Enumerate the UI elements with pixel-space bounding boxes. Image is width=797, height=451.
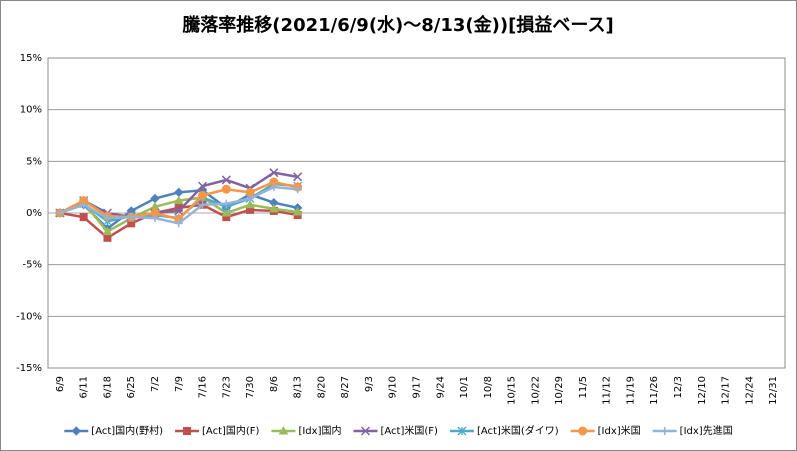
x-tick-label: 9/17 [412,376,423,398]
marker [221,175,231,185]
marker [245,199,255,209]
legend-marker [578,426,588,436]
marker [174,206,184,216]
marker [293,172,303,182]
x-tick-label: 6/25 [126,376,137,398]
marker [103,233,112,242]
marker [268,203,279,213]
x-tick-label: 12/3 [673,376,684,398]
x-tick-label: 7/9 [174,376,185,392]
legend-marker [360,426,371,436]
marker [222,199,231,208]
legend-item: [Idx]国内 [271,424,341,437]
legend-marker [660,427,669,435]
x-tick-label: 12/17 [721,376,732,405]
marker [269,183,278,192]
y-tick-label: -10% [16,311,42,322]
marker [198,200,207,209]
y-tick-label: 10% [20,105,42,116]
x-tick-label: 12/10 [697,376,708,405]
y-tick-label: 0% [26,208,42,219]
x-tick-label: 7/2 [150,376,161,392]
legend-label: [Idx]米国 [598,424,641,437]
chart-title: 騰落率推移(2021/6/9(水)～8/13(金))[損益ベース] [182,14,613,36]
x-tick-label: 11/12 [602,376,613,405]
marker [269,168,279,178]
plot-area [47,57,786,369]
x-tick-label: 8/20 [316,376,327,398]
legend-label: [Act]米国(F) [380,424,438,437]
legend-marker [278,425,289,435]
x-tick-label: 8/27 [340,376,351,398]
marker [173,195,184,205]
x-tick-label: 12/24 [744,376,755,405]
y-tick-label: 5% [26,156,42,167]
marker [127,213,136,222]
marker [221,207,232,217]
x-tick-label: 10/1 [459,376,470,398]
y-tick-label: -5% [23,260,42,271]
x-tick-label: 7/23 [221,376,232,398]
marker [198,190,208,200]
marker [150,214,159,223]
x-tick-label: 6/9 [55,376,66,392]
legend: [Act]国内(野村) [Act]国内(F) [Idx]国内 [Act]米国(F) [A… [64,424,733,437]
x-tick-label: 7/30 [245,376,256,398]
marker [103,214,112,223]
legend-label: [Idx]国内 [298,424,341,437]
marker [79,200,88,209]
legend-item: [Idx]米国 [570,424,641,437]
marker [292,206,303,216]
marker [102,226,113,236]
legend-label: [Idx]先進国 [680,425,733,437]
x-tick-label: 6/18 [102,376,113,398]
x-tick-label: 10/8 [483,376,494,398]
marker [79,213,88,222]
legend-label: [Act]国内(F) [202,424,260,437]
x-tick-label: 10/22 [530,376,541,405]
legend-item: [Act]国内(野村) [64,424,163,437]
marker [293,185,302,194]
legend-item: [Act]国内(F) [175,424,260,437]
y-tick-label: 15% [20,53,42,64]
x-tick-label: 10/15 [507,376,518,405]
x-tick-label: 7/16 [198,376,209,398]
y-tick-label: -15% [16,363,42,374]
marker [246,194,255,203]
x-tick-label: 10/29 [554,376,565,405]
x-tick-label: 11/5 [578,376,589,398]
marker [221,184,231,194]
marker [174,219,183,228]
x-tick-label: 12/31 [768,376,779,405]
x-tick-label: 9/10 [388,376,399,398]
x-tick-label: 8/6 [269,376,280,392]
x-tick-label: 6/11 [79,376,90,398]
legend-marker [71,426,82,436]
legend-label: [Act]米国(ダイワ) [477,424,559,437]
x-tick-label: 9/3 [364,376,375,392]
x-tick-label: 9/24 [435,376,446,398]
legend-item: [Idx]先進国 [652,425,733,437]
legend-marker [457,426,467,436]
x-tick-label: 11/19 [625,376,636,405]
legend-marker [183,427,191,435]
x-tick-label: 11/26 [649,376,660,405]
marker [55,209,64,217]
legend-item: [Act]米国(ダイワ) [449,424,559,437]
marker [198,181,208,191]
legend-item: [Act]米国(F) [353,424,438,437]
x-tick-label: 8/13 [293,376,304,398]
legend-label: [Act]国内(野村) [91,424,163,437]
